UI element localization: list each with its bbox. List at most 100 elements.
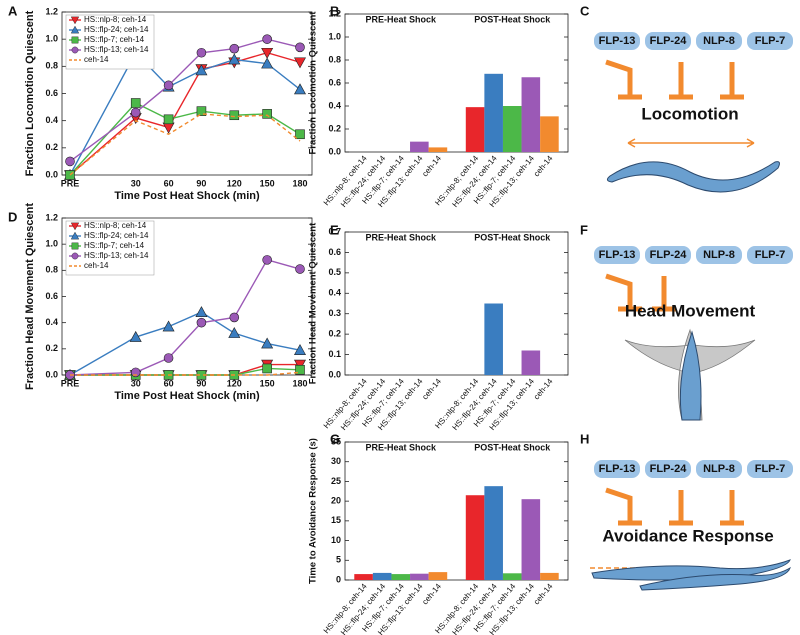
y-tick-label: 5 bbox=[336, 555, 341, 565]
behavior-label: Avoidance Response bbox=[602, 526, 773, 545]
marker bbox=[195, 64, 208, 76]
protein-box bbox=[747, 246, 793, 264]
legend-label: HS::flp-7; ceh-14 bbox=[84, 241, 145, 250]
marker bbox=[70, 222, 80, 231]
y-tick-label: 1.2 bbox=[45, 212, 58, 222]
panel-e: E 0.0 0.1 0.2 0.3 0.4 0.5 0.6 0.7 Fraction Head M… bbox=[308, 222, 569, 432]
protein-box bbox=[645, 32, 691, 50]
y-tick-label: 0.6 bbox=[328, 77, 341, 87]
bar bbox=[428, 147, 448, 152]
group-label: PRE-Heat Shock bbox=[365, 232, 437, 242]
behavior-label: Locomotion bbox=[641, 104, 738, 123]
marker bbox=[228, 327, 241, 338]
x-tick-label: ceh-14 bbox=[532, 153, 555, 178]
y-tick-label: 0.0 bbox=[45, 169, 58, 179]
group-label: PRE-Heat Shock bbox=[365, 14, 437, 24]
marker bbox=[229, 312, 240, 323]
y-tick-label: 0.2 bbox=[328, 329, 341, 339]
x-axis-label: Time Post Heat Shock (min) bbox=[114, 390, 260, 402]
y-tick-label: 25 bbox=[331, 476, 341, 486]
marker bbox=[196, 317, 207, 328]
bar bbox=[521, 77, 541, 152]
y-tick-label: 0.4 bbox=[45, 317, 58, 327]
bar bbox=[410, 573, 429, 580]
series-line bbox=[69, 113, 301, 176]
group-label: POST-Heat Shock bbox=[474, 442, 551, 452]
marker bbox=[65, 156, 75, 167]
marker bbox=[295, 364, 305, 375]
bar bbox=[372, 572, 392, 580]
legend-label: ceh-14 bbox=[84, 261, 109, 270]
protein-box bbox=[696, 246, 742, 264]
x-tick-label: 150 bbox=[260, 378, 275, 388]
panel-letter: C bbox=[580, 3, 590, 18]
panel-letter: D bbox=[8, 209, 17, 224]
y-tick-label: 0.4 bbox=[328, 100, 341, 110]
bar bbox=[484, 303, 503, 375]
marker bbox=[71, 252, 79, 260]
behavior-label: Head Movement bbox=[625, 301, 756, 320]
x-tick-label: 90 bbox=[196, 378, 206, 388]
group-label: POST-Heat Shock bbox=[474, 14, 551, 24]
y-tick-label: 1.0 bbox=[45, 34, 58, 44]
y-axis-label: Time to Avoidance Response (s) bbox=[308, 438, 319, 584]
legend-label: HS::nlp-8; ceh-14 bbox=[84, 221, 147, 230]
y-tick-label: 0 bbox=[336, 574, 341, 584]
x-tick-label: 180 bbox=[292, 378, 307, 388]
y-tick-label: 0.2 bbox=[45, 343, 58, 353]
y-tick-label: 0.8 bbox=[45, 61, 58, 71]
y-tick-label: 0.0 bbox=[328, 146, 341, 156]
marker bbox=[162, 122, 175, 134]
legend-label: HS::flp-13; ceh-14 bbox=[84, 45, 149, 54]
plot-frame bbox=[344, 231, 569, 376]
y-tick-label: 0.6 bbox=[45, 88, 58, 98]
y-tick-label: 0.8 bbox=[45, 265, 58, 275]
y-tick-label: 10 bbox=[331, 535, 341, 545]
bar bbox=[465, 495, 485, 580]
y-tick-label: 1.0 bbox=[328, 31, 341, 41]
marker bbox=[163, 114, 174, 125]
bar bbox=[502, 106, 522, 152]
y-tick-label: 0.1 bbox=[328, 349, 341, 359]
panel-letter: H bbox=[580, 431, 589, 446]
marker bbox=[162, 320, 175, 332]
bar bbox=[484, 73, 503, 152]
marker bbox=[262, 109, 272, 119]
panel-d: D 0.0 0.2 0.4 0.6 0.8 1.0 1.2 Fraction Head Move… bbox=[8, 203, 313, 402]
marker bbox=[261, 47, 274, 59]
x-tick-label: 120 bbox=[227, 178, 242, 188]
marker bbox=[293, 57, 307, 69]
panel-g: G 0 5 10 15 20 25 30 35 Time to Avoidance Respons… bbox=[308, 431, 569, 635]
marker bbox=[130, 98, 141, 108]
marker bbox=[261, 337, 274, 349]
series-line bbox=[70, 371, 301, 376]
bar bbox=[354, 574, 373, 580]
legend-label: HS::flp-24; ceh-14 bbox=[84, 231, 149, 240]
y-tick-label: 0.6 bbox=[45, 291, 58, 301]
marker bbox=[229, 43, 240, 54]
protein-label: FLP-13 bbox=[599, 249, 636, 261]
panel-letter: B bbox=[330, 3, 339, 18]
y-tick-label: 0.4 bbox=[328, 288, 341, 298]
panel-letter: G bbox=[330, 431, 340, 446]
x-tick-label: 90 bbox=[196, 178, 206, 188]
x-tick-label: PRE bbox=[61, 378, 80, 388]
inhibition-arrows bbox=[605, 273, 676, 312]
y-tick-label: 15 bbox=[331, 515, 341, 525]
marker bbox=[70, 231, 80, 240]
y-tick-label: 0.5 bbox=[328, 267, 341, 277]
x-tick-label: 120 bbox=[227, 378, 242, 388]
bar bbox=[540, 116, 559, 152]
y-tick-label: 1.2 bbox=[45, 6, 58, 16]
marker bbox=[196, 106, 207, 116]
y-tick-label: 20 bbox=[331, 496, 341, 506]
protein-label: NLP-8 bbox=[703, 249, 735, 261]
panel-letter: E bbox=[330, 222, 339, 237]
marker bbox=[71, 36, 79, 44]
y-tick-label: 0.0 bbox=[328, 369, 341, 379]
marker bbox=[295, 42, 305, 53]
protein-box bbox=[747, 460, 793, 478]
protein-box bbox=[594, 246, 640, 264]
inhibition-arrows bbox=[605, 59, 744, 100]
legend-label: HS::flp-13; ceh-14 bbox=[84, 251, 149, 260]
